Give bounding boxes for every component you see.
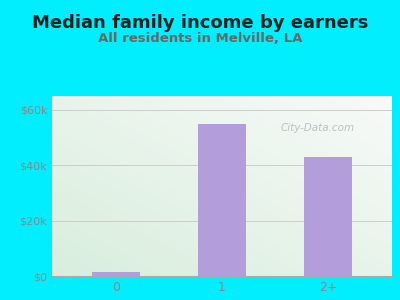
Bar xyxy=(92,272,140,276)
Bar xyxy=(198,124,246,276)
Bar xyxy=(304,157,352,276)
Text: Median family income by earners: Median family income by earners xyxy=(32,14,368,32)
Text: City-Data.com: City-Data.com xyxy=(280,123,354,134)
Text: All residents in Melville, LA: All residents in Melville, LA xyxy=(98,32,302,44)
